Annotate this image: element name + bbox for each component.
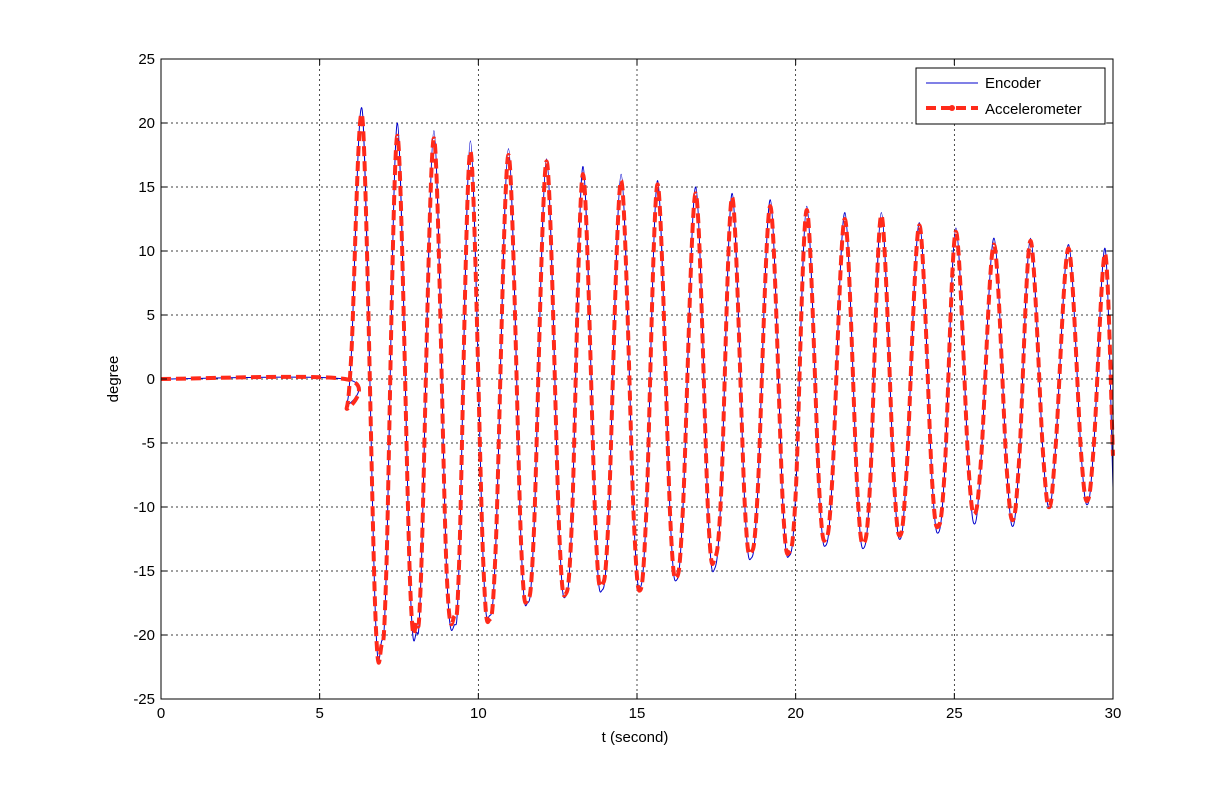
axis-ticks: 0 5 10 15 20 25 30 -25 -20 -15 -10 -5 0 5 10 15 20 25	[133, 51, 1121, 722]
legend: Encoder Accelerometer	[915, 67, 1106, 125]
y-axis-label: degree	[105, 356, 122, 403]
y-tick-label: -25	[133, 691, 155, 708]
y-tick-label: 5	[147, 307, 155, 324]
y-tick-label: -10	[133, 499, 155, 516]
y-tick-label: 10	[138, 243, 155, 260]
x-tick-label: 25	[946, 705, 963, 722]
y-tick-label: 0	[147, 371, 155, 388]
y-tick-label: 20	[138, 115, 155, 132]
x-axis-label: t (second)	[602, 729, 669, 746]
x-tick-label: 10	[470, 705, 487, 722]
legend-label-accelerometer: Accelerometer	[985, 101, 1082, 118]
legend-box	[915, 67, 1106, 125]
y-tick-label: -5	[142, 435, 155, 452]
x-tick-label: 5	[315, 705, 323, 722]
x-tick-label: 20	[787, 705, 804, 722]
series-line-accelerometer	[160, 112, 1115, 665]
y-tick-label: 15	[138, 179, 155, 196]
x-tick-label: 30	[1105, 705, 1122, 722]
y-tick-label: -20	[133, 627, 155, 644]
x-tick-label: 15	[629, 705, 646, 722]
legend-marker-accelerometer	[949, 105, 955, 111]
x-tick-label: 0	[157, 705, 165, 722]
y-tick-label: 25	[138, 51, 155, 68]
legend-label-encoder: Encoder	[985, 75, 1041, 92]
series-layer	[160, 107, 1115, 665]
y-tick-label: -15	[133, 563, 155, 580]
